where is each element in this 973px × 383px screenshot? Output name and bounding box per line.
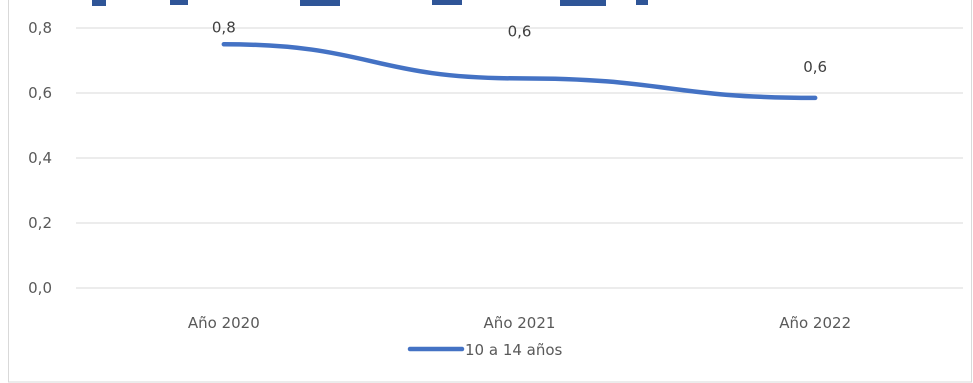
y-tick-label: 0,8 [28, 19, 52, 37]
y-tick-label: 0,4 [28, 149, 52, 167]
x-tick-label: Año 2022 [779, 314, 851, 332]
chart-border [8, 0, 972, 383]
gridlines [76, 27, 963, 289]
data-label: 0,6 [803, 58, 827, 76]
clipped-title-fragments [92, 0, 648, 6]
data-label: 0,8 [212, 18, 236, 36]
data-label: 0,6 [508, 22, 532, 40]
x-axis-ticks: Año 2020 Año 2021 Año 2022 [188, 314, 851, 332]
data-labels: 0,8 0,6 0,6 [212, 18, 827, 76]
x-tick-label: Año 2020 [188, 314, 260, 332]
y-tick-label: 0,2 [28, 214, 52, 232]
x-tick-label: Año 2021 [484, 314, 556, 332]
series-group [221, 42, 818, 101]
y-tick-label: 0,6 [28, 84, 52, 102]
series-line [221, 42, 818, 101]
legend-label: 10 a 14 años [465, 341, 563, 359]
legend: 10 a 14 años [407, 341, 563, 359]
y-tick-label: 0,0 [28, 279, 52, 297]
y-axis-ticks: 0,0 0,2 0,4 0,6 0,8 [28, 19, 52, 297]
